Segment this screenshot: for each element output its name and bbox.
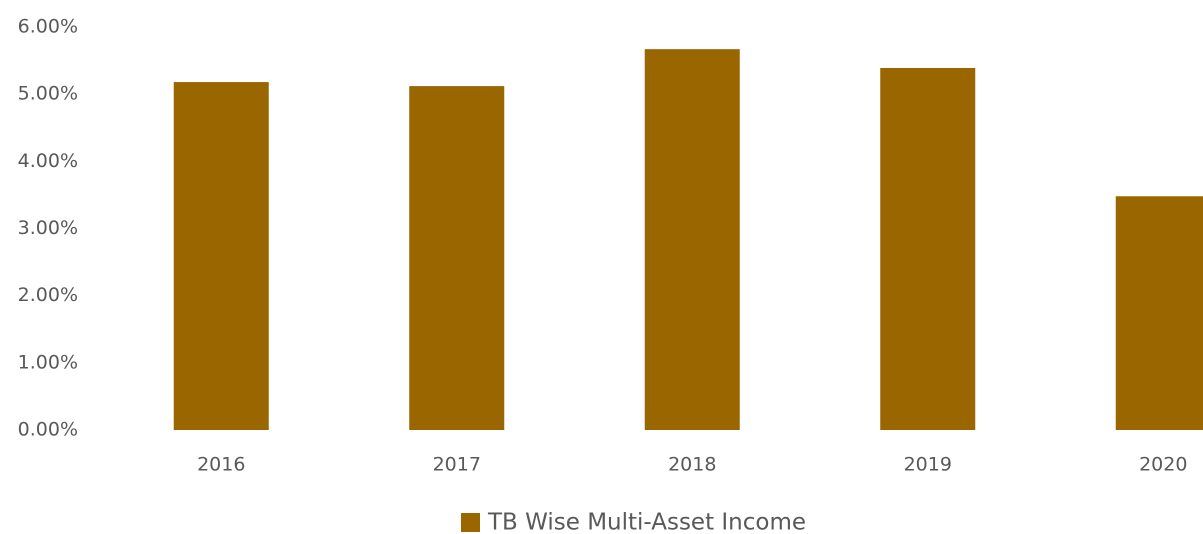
bar — [1115, 196, 1203, 430]
y-tick-label: 1.00% — [18, 351, 78, 373]
bar — [880, 67, 976, 430]
y-tick-label: 3.00% — [18, 217, 78, 239]
x-tick-label: 2020 — [1139, 454, 1187, 476]
y-tick-label: 4.00% — [18, 150, 78, 172]
legend-swatch — [461, 513, 480, 532]
y-tick-label: 6.00% — [18, 16, 78, 38]
bar — [644, 49, 740, 430]
bar — [409, 86, 505, 431]
y-tick-label: 5.00% — [18, 83, 78, 105]
x-tick-label: 2019 — [904, 454, 952, 476]
x-tick-label: 2017 — [433, 454, 481, 476]
x-tick-label: 2018 — [668, 454, 716, 476]
y-tick-label: 2.00% — [18, 284, 78, 306]
x-tick-label: 2016 — [197, 454, 245, 476]
bar — [173, 82, 269, 431]
y-tick-label: 0.00% — [18, 419, 78, 441]
legend-label: TB Wise Multi-Asset Income — [487, 510, 806, 534]
